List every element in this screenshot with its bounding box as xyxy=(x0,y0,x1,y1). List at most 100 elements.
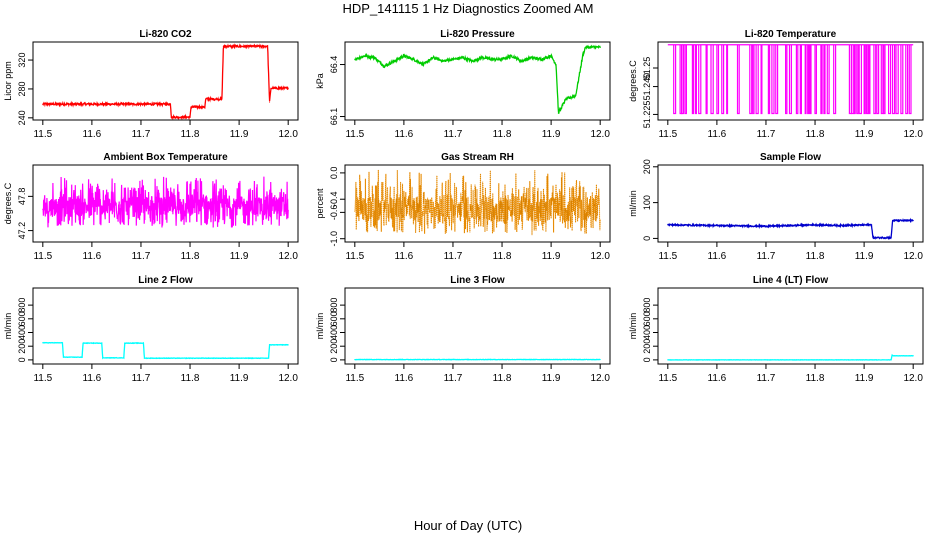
y-axis: 240 280 320 xyxy=(17,53,33,125)
data-point xyxy=(599,358,601,361)
y-tick-label: 0 xyxy=(642,357,652,362)
data-point xyxy=(540,58,542,60)
data-point xyxy=(726,44,729,115)
data-point xyxy=(892,44,896,115)
y-tick-label: 320 xyxy=(17,53,27,68)
data-point xyxy=(501,58,503,60)
data-series xyxy=(42,176,289,228)
data-point xyxy=(905,44,909,115)
chart-title: Ambient Box Temperature xyxy=(103,152,228,163)
y-tick-label: 100 xyxy=(642,195,652,210)
series-line xyxy=(354,44,601,114)
x-axis: 11.5 11.6 11.7 11.8 11.9 12.0 xyxy=(658,120,923,140)
data-point xyxy=(190,106,192,108)
y-axis: 0 100 200 xyxy=(642,159,658,241)
chart-title: Line 2 Flow xyxy=(138,275,193,286)
y-tick-label: -0.4 xyxy=(329,191,339,207)
x-tick-label: 11.5 xyxy=(658,251,677,262)
series-line xyxy=(42,176,289,228)
data-point xyxy=(880,44,884,115)
y-tick-label: 200 xyxy=(642,159,652,174)
data-point xyxy=(853,44,856,115)
x-tick-label: 11.6 xyxy=(395,373,414,384)
data-point xyxy=(891,354,893,356)
data-point xyxy=(705,44,708,115)
data-point xyxy=(42,103,44,105)
data-point xyxy=(890,237,892,239)
data-point xyxy=(833,44,837,115)
data-point xyxy=(788,44,792,115)
plot-frame xyxy=(657,164,924,243)
x-tick-label: 11.7 xyxy=(757,129,776,140)
data-point xyxy=(895,44,899,115)
x-tick-label: 12.0 xyxy=(590,129,610,140)
x-tick-label: 12.0 xyxy=(903,373,923,384)
chart-title: Sample Flow xyxy=(760,152,821,163)
x-tick-label: 11.5 xyxy=(345,373,364,384)
chart-title: Gas Stream RH xyxy=(441,152,514,163)
y-axis-label: Licor ppm xyxy=(3,61,13,101)
y-axis-label: ml/min xyxy=(628,190,638,217)
data-point xyxy=(557,112,560,114)
y-tick-label: 400 xyxy=(17,325,27,340)
x-tick-label: 11.5 xyxy=(33,373,52,384)
y-axis-label: ml/min xyxy=(3,313,13,340)
plot-frame xyxy=(32,41,299,121)
data-point xyxy=(530,57,533,59)
plot-frame xyxy=(657,41,924,121)
y-tick-label: 240 xyxy=(17,110,27,125)
data-point xyxy=(287,87,289,89)
x-tick-label: 12.0 xyxy=(278,251,298,262)
x-tick-label: 12.0 xyxy=(903,251,923,262)
data-point xyxy=(442,60,444,62)
data-point xyxy=(452,58,454,60)
data-point xyxy=(838,224,841,227)
data-point xyxy=(891,219,894,222)
data-point xyxy=(848,44,852,115)
y-tick-label: 600 xyxy=(17,311,27,326)
x-tick-label: 12.0 xyxy=(903,129,923,140)
data-point xyxy=(799,44,802,115)
data-point xyxy=(814,224,816,226)
data-point xyxy=(266,45,269,47)
x-tick-label: 11.5 xyxy=(33,129,52,140)
data-point xyxy=(771,44,775,115)
y-tick-label: 600 xyxy=(642,311,652,326)
data-point xyxy=(383,65,385,67)
data-point xyxy=(892,355,895,357)
y-axis-label: kPa xyxy=(315,73,325,89)
data-point xyxy=(287,344,289,346)
x-tick-label: 11.8 xyxy=(181,251,200,262)
data-point xyxy=(694,44,697,115)
data-point xyxy=(471,60,474,62)
x-tick-label: 11.7 xyxy=(444,129,463,140)
data-point xyxy=(432,57,434,59)
chart-panel-3: Li-820 Temperature 11.5 11.6 11.7 11.8 11.9 12… xyxy=(628,29,924,140)
y-tick-label: 200 xyxy=(642,339,652,354)
y-axis: 66.1 66.4 xyxy=(329,56,345,125)
y-axis-label: degrees.C xyxy=(628,60,638,102)
data-point xyxy=(462,57,464,59)
data-point xyxy=(577,81,579,83)
plot-frame xyxy=(32,164,299,243)
y-tick-label: 200 xyxy=(329,339,339,354)
data-point xyxy=(807,44,810,115)
chart-title: Li-820 CO2 xyxy=(139,29,192,40)
x-tick-label: 12.0 xyxy=(590,373,610,384)
data-point xyxy=(61,342,64,344)
data-series xyxy=(354,358,601,361)
data-point xyxy=(169,103,172,105)
x-tick-label: 11.9 xyxy=(542,251,561,262)
data-point xyxy=(550,55,552,57)
data-point xyxy=(698,44,702,115)
data-point xyxy=(873,44,877,115)
x-tick-label: 11.7 xyxy=(757,251,776,262)
data-point xyxy=(765,225,767,227)
data-point xyxy=(691,44,694,115)
x-tick-label: 11.8 xyxy=(806,373,825,384)
data-point xyxy=(795,44,799,115)
x-tick-label: 11.7 xyxy=(132,251,151,262)
